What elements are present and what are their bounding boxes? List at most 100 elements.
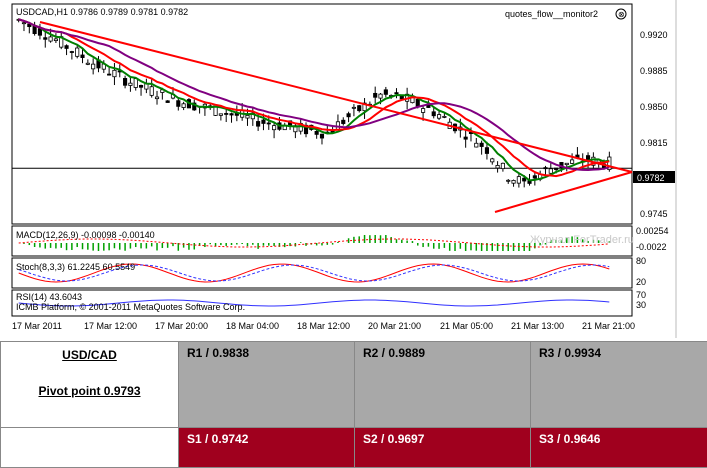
time-label-4: 18 Mar 04:00: [226, 321, 279, 331]
ma-fast-line: [18, 18, 610, 182]
candle-body: [495, 165, 500, 169]
close-indicator-icon-glyph: ⊗: [618, 10, 625, 19]
price-label-3: 0.9850: [640, 102, 668, 112]
candle-body: [479, 142, 484, 147]
candle-body: [346, 113, 351, 118]
candle-body: [27, 23, 32, 28]
lower-trendline: [494, 171, 633, 213]
candle-body: [607, 156, 612, 170]
candle-body: [474, 142, 479, 148]
copyright-label: ICMB Platform, © 2001-2011 MetaQuotes So…: [16, 302, 245, 312]
candle-body: [564, 162, 569, 166]
price-label-6: 0.9745: [640, 209, 668, 219]
candle-body: [21, 22, 27, 25]
rsi-scale-bottom: 30: [636, 300, 646, 310]
candle-body: [245, 115, 250, 119]
candle-body: [511, 180, 516, 184]
r1-cell: R1 / 0.9838: [178, 341, 355, 428]
candle-body: [165, 100, 170, 103]
candle-body: [85, 62, 90, 65]
ma-mid-line: [18, 18, 610, 178]
macd-scale-top: 0.00254: [636, 226, 669, 236]
current-price-label: 0.9782: [637, 173, 665, 183]
candle-body: [570, 159, 575, 164]
candle-body: [69, 51, 74, 53]
chart-svg: USDCAD,H1 0.9786 0.9789 0.9781 0.9782 qu…: [11, 0, 677, 338]
candle-body: [112, 69, 117, 78]
close-indicator-icon[interactable]: [615, 8, 627, 20]
s2-cell: S2 / 0.9697: [354, 427, 531, 468]
price-label-1: 0.9920: [640, 30, 668, 40]
stoch-scale-bottom: 20: [636, 277, 646, 287]
candle-body: [272, 125, 277, 131]
candle-body: [341, 119, 346, 124]
s2-label: S2 / 0.9697: [363, 432, 425, 446]
candle-body: [224, 113, 229, 115]
candle-body: [64, 45, 69, 49]
time-label-9: 21 Mar 21:00: [582, 321, 635, 331]
r2-cell: R2 / 0.9889: [354, 341, 531, 428]
s3-label: S3 / 0.9646: [539, 432, 601, 446]
ma-slow-line: [18, 18, 610, 172]
pair-cell: USD/CAD Pivot point 0.9793: [0, 341, 179, 428]
stoch-signal-line: [18, 264, 610, 282]
main-chart-frame: [11, 3, 633, 225]
candle-body: [484, 147, 490, 154]
empty-cell: [0, 427, 179, 468]
candle-body: [181, 103, 186, 108]
price-chart[interactable]: USDCAD,H1 0.9786 0.9789 0.9781 0.9782 qu…: [0, 0, 707, 338]
price-label-2: 0.9885: [640, 66, 668, 76]
candle-body: [107, 73, 112, 76]
candle-body: [436, 114, 442, 119]
candle-body: [80, 54, 85, 58]
candle-body: [506, 179, 511, 182]
stoch-frame: [11, 257, 633, 289]
time-label-8: 21 Mar 13:00: [511, 321, 564, 331]
candle-body: [532, 175, 537, 179]
candle-body: [362, 102, 367, 112]
candle-body: [266, 122, 271, 125]
pivot-levels-table: USD/CAD Pivot point 0.9793 R1 / 0.9838 R…: [0, 341, 707, 468]
candle-body: [543, 167, 548, 170]
pivot-point-label: Pivot point 0.9793: [38, 384, 141, 398]
price-label-4: 0.9815: [640, 138, 668, 148]
candle-body: [399, 95, 404, 100]
macd-frame: [11, 225, 633, 257]
candle-body: [522, 177, 527, 182]
stoch-label: Stoch(8,3,3) 61.2245 60.5549: [16, 262, 135, 272]
rsi-line: [18, 299, 610, 307]
candle-body: [378, 93, 383, 99]
candle-body: [351, 106, 356, 109]
candle-body: [373, 92, 378, 98]
candle-body: [176, 100, 181, 107]
r2-label: R2 / 0.9889: [363, 346, 426, 360]
candle-body: [554, 167, 559, 170]
current-price-box: [633, 171, 675, 183]
stoch-scale-top: 80: [636, 256, 646, 266]
time-label-7: 21 Mar 05:00: [440, 321, 493, 331]
candle-body: [91, 63, 96, 70]
candle-body: [319, 133, 325, 139]
candle-body: [128, 82, 133, 86]
time-label-6: 20 Mar 21:00: [368, 321, 421, 331]
candle-body: [192, 102, 197, 111]
candle-body: [149, 86, 154, 96]
indicator-name: quotes_flow__monitor2: [505, 9, 598, 19]
candle-body: [133, 78, 138, 88]
r1-label: R1 / 0.9838: [187, 346, 250, 360]
rsi-scale-top: 70: [636, 290, 646, 300]
r3-cell: R3 / 0.9934: [530, 341, 707, 428]
candle-body: [500, 162, 505, 170]
candle-body: [53, 38, 58, 41]
candle-body: [394, 92, 399, 95]
rsi-label: RSI(14) 43.6043: [16, 292, 82, 302]
s1-cell: S1 / 0.9742: [178, 427, 355, 468]
candle-body: [463, 136, 468, 140]
candle-body: [314, 130, 319, 135]
candle-body: [516, 176, 521, 184]
macd-scale-bottom: -0.0022: [636, 242, 667, 252]
time-label-1: 17 Mar 2011: [12, 321, 62, 331]
pair-label: USD/CAD: [62, 348, 117, 362]
candle-body: [138, 84, 144, 88]
chart-header: USDCAD,H1 0.9786 0.9789 0.9781 0.9782: [16, 7, 188, 17]
